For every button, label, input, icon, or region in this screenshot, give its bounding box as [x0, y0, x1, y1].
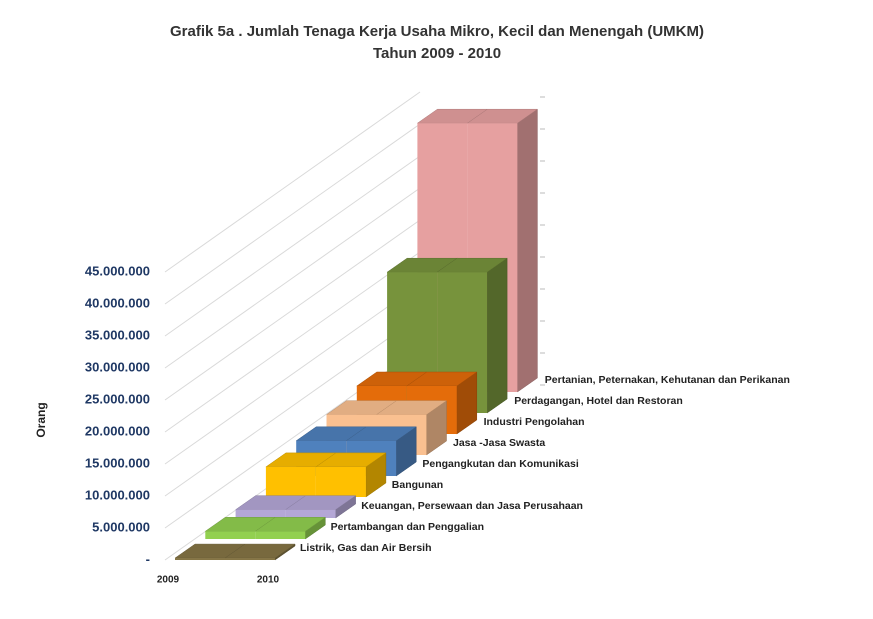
y-tick-label: 30.000.000 [85, 359, 150, 374]
grid-line [164, 187, 421, 369]
legend-label: Industri Pengolahan [484, 416, 585, 428]
x-tick-label: 2009 [157, 575, 180, 586]
legend-label: Pertanian, Peternakan, Kehutanan dan Per… [545, 374, 790, 386]
bar [285, 509, 336, 518]
grid-line [164, 315, 421, 497]
bar [235, 509, 286, 518]
grid-line [164, 123, 421, 305]
bar [255, 531, 306, 539]
y-tick-label: 45.000.000 [85, 263, 150, 278]
grid-line [164, 251, 421, 433]
bar [205, 531, 256, 539]
y-tick-label: - [146, 551, 150, 566]
bar-side [517, 108, 538, 393]
bar [315, 466, 366, 497]
legend-label: Pertambangan dan Penggalian [331, 521, 484, 533]
y-tick-label: 10.000.000 [85, 487, 150, 502]
y-tick-label: 15.000.000 [85, 455, 150, 470]
y-tick-label: 5.000.000 [92, 519, 150, 534]
y-axis-label: Orang [34, 402, 48, 437]
grid-line [164, 155, 421, 337]
grid-line [164, 283, 421, 465]
chart-subtitle: Tahun 2009 - 2010 [373, 45, 501, 62]
bar [265, 466, 316, 497]
chart-title: Grafik 5a . Jumlah Tenaga Kerja Usaha Mi… [170, 23, 704, 40]
y-tick-label: 20.000.000 [85, 423, 150, 438]
legend-label: Keuangan, Persewaan dan Jasa Perusahaan [361, 500, 583, 512]
legend-label: Pengangkutan dan Komunikasi [422, 458, 578, 470]
bar [225, 558, 275, 560]
bar [175, 558, 225, 560]
legend-label: Listrik, Gas dan Air Bersih [300, 542, 432, 554]
y-tick-label: 25.000.000 [85, 391, 150, 406]
x-tick-label: 2010 [257, 575, 280, 586]
legend-label: Perdagangan, Hotel dan Restoran [514, 395, 683, 407]
legend-label: Bangunan [392, 479, 443, 491]
bar-side [486, 257, 508, 414]
y-tick-label: 40.000.000 [85, 295, 150, 310]
grid-line [164, 219, 421, 401]
legend-label: Jasa -Jasa Swasta [453, 437, 545, 449]
grid-line [164, 91, 421, 273]
y-tick-label: 35.000.000 [85, 327, 150, 342]
